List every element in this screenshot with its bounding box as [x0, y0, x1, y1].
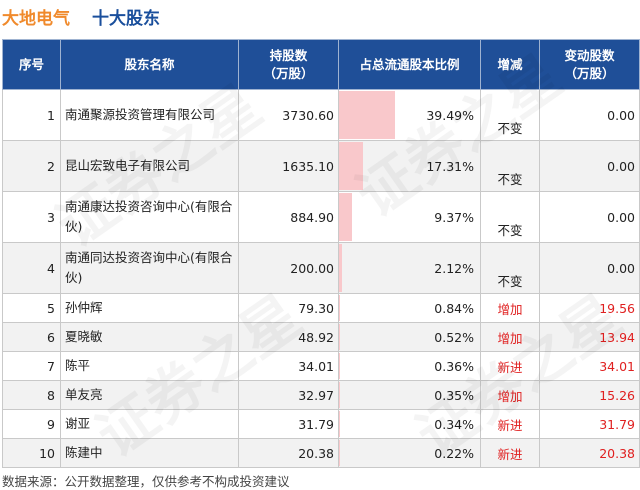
ratio-bar: [339, 324, 340, 350]
table-row: 9 谢亚 31.79 0.34% 新进 31.79: [2, 409, 640, 439]
row-index: 10: [2, 438, 61, 468]
shares-held: 884.90: [238, 191, 339, 243]
ratio-cell: 0.52%: [338, 322, 481, 352]
data-source-note: 数据来源：公开数据整理，仅供参考不构成投资建议: [2, 474, 290, 489]
shares-held: 3730.60: [238, 89, 339, 141]
change-status: 新进: [480, 409, 540, 439]
change-amount: 34.01: [539, 351, 640, 381]
ratio-cell: 0.36%: [338, 351, 481, 381]
change-status: 增加: [480, 380, 540, 410]
ratio-text: 0.52%: [434, 329, 474, 345]
row-index: 2: [2, 140, 61, 192]
ratio-text: 0.22%: [434, 445, 474, 461]
shareholder-name: 昆山宏致电子有限公司: [60, 140, 239, 192]
ratio-bar: [339, 91, 395, 139]
change-status: 不变: [480, 140, 540, 192]
shareholder-name: 陈建中: [60, 438, 239, 468]
change-amount: 13.94: [539, 322, 640, 352]
table-row: 6 夏晓敏 48.92 0.52% 增加 13.94: [2, 322, 640, 352]
table-row: 5 孙仲辉 79.30 0.84% 增加 19.56: [2, 293, 640, 323]
change-status: 新进: [480, 351, 540, 381]
change-amount: 20.38: [539, 438, 640, 468]
ratio-bar: [339, 353, 340, 379]
col-header-shares: 持股数 （万股）: [238, 39, 339, 90]
change-status: 新进: [480, 438, 540, 468]
row-index: 3: [2, 191, 61, 243]
change-status: 不变: [480, 242, 540, 294]
change-amount: 0.00: [539, 191, 640, 243]
change-status: 不变: [480, 89, 540, 141]
page-title: 十大股东: [92, 9, 160, 29]
shares-held: 31.79: [238, 409, 339, 439]
shareholder-name: 单友亮: [60, 380, 239, 410]
ratio-cell: 17.31%: [338, 140, 481, 192]
ratio-text: 17.31%: [426, 158, 474, 174]
col-header-ratio: 占总流通股本比例: [338, 39, 481, 90]
shares-held: 48.92: [238, 322, 339, 352]
ratio-bar: [339, 142, 364, 190]
shares-held: 200.00: [238, 242, 339, 294]
row-index: 5: [2, 293, 61, 323]
table-row: 7 陈平 34.01 0.36% 新进 34.01: [2, 351, 640, 381]
ratio-text: 9.37%: [434, 209, 474, 225]
ratio-text: 0.36%: [434, 358, 474, 374]
col-header-change-amount: 变动股数 （万股）: [539, 39, 640, 90]
ratio-text: 0.34%: [434, 416, 474, 432]
company-name: 大地电气: [2, 9, 70, 29]
shareholders-table: 序号 股东名称 持股数 （万股） 占总流通股本比例 增减 变动股数 （万股） 1…: [2, 39, 640, 468]
ratio-cell: 0.22%: [338, 438, 481, 468]
change-amount: 19.56: [539, 293, 640, 323]
shareholder-name: 南通同达投资咨询中心(有限合伙): [60, 242, 239, 294]
row-index: 4: [2, 242, 61, 294]
col-header-change: 增减: [480, 39, 540, 90]
ratio-bar: [339, 244, 342, 292]
shares-held: 1635.10: [238, 140, 339, 192]
shareholder-name: 谢亚: [60, 409, 239, 439]
table-row: 4 南通同达投资咨询中心(有限合伙) 200.00 2.12% 不变 0.00: [2, 242, 640, 294]
table-header-row: 序号 股东名称 持股数 （万股） 占总流通股本比例 增减 变动股数 （万股）: [2, 39, 640, 90]
row-index: 9: [2, 409, 61, 439]
shareholder-name: 孙仲辉: [60, 293, 239, 323]
change-amount: 0.00: [539, 89, 640, 141]
row-index: 8: [2, 380, 61, 410]
shareholder-name: 南通康达投资咨询中心(有限合伙): [60, 191, 239, 243]
ratio-cell: 2.12%: [338, 242, 481, 294]
shareholder-name: 夏晓敏: [60, 322, 239, 352]
change-amount: 15.26: [539, 380, 640, 410]
change-status: 增加: [480, 322, 540, 352]
change-status: 增加: [480, 293, 540, 323]
shares-held: 32.97: [238, 380, 339, 410]
ratio-cell: 0.35%: [338, 380, 481, 410]
ratio-cell: 0.84%: [338, 293, 481, 323]
col-header-index: 序号: [2, 39, 61, 90]
table-row: 1 南通聚源投资管理有限公司 3730.60 39.49% 不变 0.00: [2, 89, 640, 141]
row-index: 6: [2, 322, 61, 352]
row-index: 7: [2, 351, 61, 381]
table-row: 2 昆山宏致电子有限公司 1635.10 17.31% 不变 0.00: [2, 140, 640, 192]
ratio-text: 39.49%: [426, 107, 474, 123]
page-header: 大地电气 十大股东: [0, 0, 640, 30]
ratio-cell: 9.37%: [338, 191, 481, 243]
table-row: 10 陈建中 20.38 0.22% 新进 20.38: [2, 438, 640, 468]
ratio-cell: 39.49%: [338, 89, 481, 141]
shares-held: 34.01: [238, 351, 339, 381]
ratio-text: 2.12%: [434, 260, 474, 276]
row-index: 1: [2, 89, 61, 141]
change-amount: 0.00: [539, 140, 640, 192]
col-header-name: 股东名称: [60, 39, 239, 90]
ratio-cell: 0.34%: [338, 409, 481, 439]
ratio-text: 0.84%: [434, 300, 474, 316]
table-row: 3 南通康达投资咨询中心(有限合伙) 884.90 9.37% 不变 0.00: [2, 191, 640, 243]
shareholder-name: 陈平: [60, 351, 239, 381]
table-row: 8 单友亮 32.97 0.35% 增加 15.26: [2, 380, 640, 410]
ratio-text: 0.35%: [434, 387, 474, 403]
change-amount: 31.79: [539, 409, 640, 439]
change-amount: 0.00: [539, 242, 640, 294]
change-status: 不变: [480, 191, 540, 243]
shares-held: 20.38: [238, 438, 339, 468]
ratio-bar: [339, 295, 341, 321]
shareholder-name: 南通聚源投资管理有限公司: [60, 89, 239, 141]
ratio-bar: [339, 193, 353, 241]
shares-held: 79.30: [238, 293, 339, 323]
